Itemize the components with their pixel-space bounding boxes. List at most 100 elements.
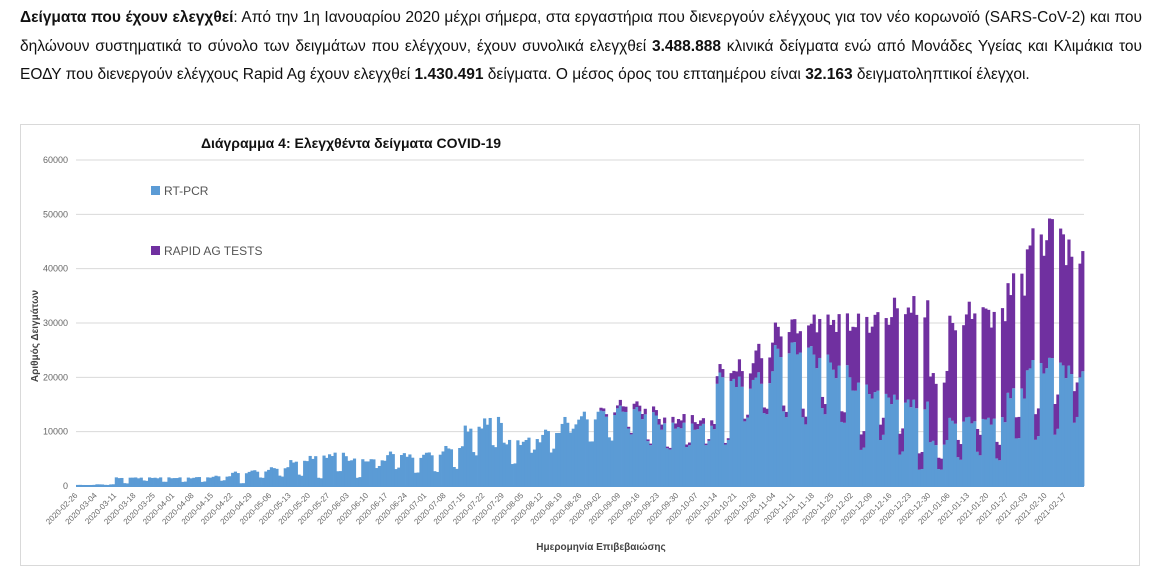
bar-rt-pcr <box>1059 362 1063 486</box>
bar-rt-pcr <box>737 376 742 486</box>
bar-rapid-ag <box>768 357 772 384</box>
bar-rt-pcr <box>845 365 850 486</box>
bar-rt-pcr <box>189 478 193 486</box>
bar-rapid-ag <box>1034 414 1038 440</box>
bar-rt-pcr <box>117 478 121 486</box>
bar-rt-pcr <box>829 362 833 486</box>
bar-rapid-ag <box>854 327 858 391</box>
bar-rt-pcr <box>214 475 218 486</box>
bar-rt-pcr <box>419 457 423 486</box>
bar-rt-pcr <box>618 405 622 486</box>
bar-rapid-ag <box>1031 228 1035 361</box>
bar-rt-pcr <box>787 353 791 486</box>
bar-rt-pcr <box>145 480 149 486</box>
bar-rt-pcr <box>519 445 523 486</box>
bar-rt-pcr <box>386 455 390 486</box>
bar-rt-pcr <box>815 368 819 486</box>
bar-rt-pcr <box>344 456 348 486</box>
bar-rt-pcr <box>613 414 617 486</box>
bar-rt-pcr <box>89 484 94 486</box>
bar-rapid-ag <box>962 325 966 422</box>
bar-rt-pcr <box>472 452 476 486</box>
bar-rt-pcr <box>701 423 706 486</box>
bar-rt-pcr <box>837 365 841 486</box>
bar-rt-pcr <box>596 411 600 486</box>
bar-rt-pcr <box>856 382 861 486</box>
bar-rt-pcr <box>773 345 778 486</box>
bar-rt-pcr <box>790 342 794 486</box>
bar-rt-pcr <box>430 455 434 486</box>
covid-tests-chart: 0 10000 20000 30000 40000 50000 60000 2020-02-… <box>30 135 1085 553</box>
bar-rt-pcr <box>718 372 722 486</box>
bar-rt-pcr <box>159 477 163 486</box>
bar-rt-pcr <box>272 468 276 486</box>
bar-rapid-ag <box>956 439 960 458</box>
bar-rt-pcr <box>236 473 240 486</box>
bar-rt-pcr <box>139 477 143 486</box>
bar-rapid-ag <box>707 439 711 441</box>
bar-rt-pcr <box>890 404 894 486</box>
bar-rapid-ag <box>732 370 736 379</box>
bar-rt-pcr <box>757 372 761 486</box>
bar-rapid-ag <box>668 447 672 450</box>
bar-rt-pcr <box>707 440 711 486</box>
bar-rt-pcr <box>906 399 910 486</box>
bar-rapid-ag <box>696 423 700 430</box>
bar-rapid-ag <box>815 332 819 369</box>
bar-rt-pcr <box>873 392 877 486</box>
bar-rapid-ag <box>782 405 786 412</box>
bar-rapid-ag <box>643 408 647 415</box>
bar-rt-pcr <box>920 468 924 486</box>
bar-rapid-ag <box>704 443 708 446</box>
bar-rapid-ag <box>998 444 1002 461</box>
bar-rt-pcr <box>1014 438 1018 486</box>
bar-rt-pcr <box>278 475 282 486</box>
bar-rt-pcr <box>164 481 168 486</box>
bar-rapid-ag <box>837 314 841 366</box>
bar-rapid-ag <box>879 424 883 440</box>
bar-rt-pcr <box>776 348 780 486</box>
bar-rt-pcr <box>81 484 85 486</box>
bar-rapid-ag <box>1050 219 1054 359</box>
bar-rapid-ag <box>688 442 692 446</box>
bar-rt-pcr <box>322 455 326 486</box>
bar-rt-pcr <box>438 454 442 486</box>
bar-rt-pcr <box>793 342 797 486</box>
bar-rt-pcr <box>372 459 376 486</box>
bar-rapid-ag <box>906 307 910 400</box>
bar-rt-pcr <box>452 466 456 486</box>
bar-rapid-ag <box>635 401 639 408</box>
bar-rapid-ag <box>868 332 872 395</box>
bar-rt-pcr <box>463 425 467 486</box>
bar-rt-pcr <box>754 377 758 486</box>
bar-rapid-ag <box>657 418 661 425</box>
bar-rt-pcr <box>862 447 866 486</box>
bar-rapid-ag <box>970 318 974 424</box>
bar-rt-pcr <box>879 439 883 486</box>
bar-rt-pcr <box>1023 398 1027 486</box>
bar-rt-pcr <box>1045 368 1049 486</box>
bar-rapid-ag <box>748 373 753 389</box>
bar-rt-pcr <box>416 472 420 486</box>
intro-paragraph: Δείγματα που έχουν ελεγχθεί: Από την 1η … <box>20 4 1142 90</box>
bar-rapid-ag <box>1067 239 1071 366</box>
bar-rt-pcr <box>976 451 980 486</box>
bar-rt-pcr <box>333 452 337 486</box>
bar-rt-pcr <box>917 469 922 486</box>
bar-rt-pcr <box>128 477 132 486</box>
bar-rapid-ag <box>1014 417 1018 439</box>
bar-rt-pcr <box>1006 392 1010 486</box>
bar-rt-pcr <box>998 460 1002 486</box>
bar-rt-pcr <box>989 424 994 486</box>
bar-rt-pcr <box>170 478 174 486</box>
bar-rt-pcr <box>103 484 107 486</box>
bar-rt-pcr <box>671 422 675 486</box>
y-axis-title: Αριθμός Δειγμάτων <box>30 289 41 382</box>
bar-rapid-ag <box>776 326 780 349</box>
bar-rt-pcr <box>95 484 99 486</box>
bar-rt-pcr <box>912 399 916 486</box>
bar-rapid-ag <box>699 420 703 426</box>
bar-rt-pcr <box>679 428 683 486</box>
bar-rt-pcr <box>269 467 274 486</box>
bar-rt-pcr <box>746 417 750 486</box>
